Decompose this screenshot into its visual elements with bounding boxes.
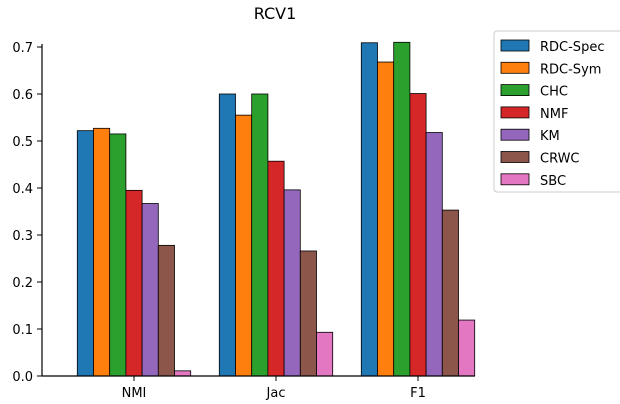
legend-swatch-rdc-sym	[500, 61, 530, 74]
bar-jac-sbc	[316, 331, 334, 377]
y-axis: 0.0 0.1 0.2 0.3 0.4 0.5 0.6 0.7	[12, 41, 43, 385]
y-tick-label: 0.0	[12, 370, 33, 385]
bar-nmi-sbc	[174, 370, 192, 377]
bar-jac-chc	[251, 93, 269, 377]
legend-swatch-km	[500, 128, 530, 141]
bar-f1-sbc	[458, 319, 476, 377]
bar-f1-rdc-sym	[377, 61, 395, 377]
x-axis: NMI Jac F1	[42, 375, 475, 401]
bar-jac-crwc	[299, 250, 317, 377]
bar-f1-rdc-spec	[360, 42, 378, 377]
y-tick-label: 0.3	[12, 229, 33, 244]
x-tick-label: Jac	[266, 386, 286, 401]
bars-group	[76, 41, 476, 377]
bar-f1-km	[425, 132, 443, 377]
y-tick-label: 0.2	[12, 276, 33, 291]
legend-label-rdc-sym: RDC-Sym	[540, 62, 601, 77]
bar-nmi-chc	[109, 133, 127, 377]
legend-label-crwc: CRWC	[540, 152, 580, 167]
legend-label-chc: CHC	[540, 85, 568, 100]
bar-f1-crwc	[441, 209, 459, 377]
bar-nmi-rdc-sym	[93, 127, 111, 377]
bar-jac-rdc-spec	[218, 93, 236, 377]
bar-f1-chc	[393, 41, 411, 377]
bar-jac-rdc-sym	[235, 114, 253, 377]
y-tick-label: 0.6	[12, 88, 33, 103]
legend-swatch-crwc	[500, 151, 530, 163]
legend: RDC-Spec RDC-Sym CHC NMF KM CRWC SBC	[493, 30, 620, 193]
legend-label-km: KM	[540, 129, 560, 144]
bar-nmi-nmf	[125, 189, 143, 377]
legend-label-rdc-spec: RDC-Spec	[540, 40, 604, 55]
y-tick-label: 0.5	[12, 135, 33, 150]
bar-f1-nmf	[409, 93, 427, 377]
legend-swatch-nmf	[500, 106, 530, 119]
bar-nmi-km	[141, 203, 159, 377]
y-tick-label: 0.4	[12, 182, 33, 197]
x-tick-label: NMI	[122, 386, 147, 401]
bar-nmi-crwc	[157, 244, 175, 377]
chart-title: RCV1	[254, 4, 297, 23]
y-tick-label: 0.7	[12, 41, 33, 56]
bar-jac-nmf	[267, 160, 285, 377]
bar-nmi-rdc-spec	[76, 130, 94, 377]
legend-swatch-rdc-spec	[500, 39, 530, 52]
legend-label-nmf: NMF	[540, 107, 568, 122]
y-tick-label: 0.1	[12, 323, 33, 338]
bar-jac-km	[283, 189, 301, 377]
legend-swatch-sbc	[500, 173, 530, 186]
legend-swatch-chc	[500, 84, 530, 96]
legend-label-sbc: SBC	[540, 174, 566, 189]
x-tick-label: F1	[410, 386, 426, 401]
